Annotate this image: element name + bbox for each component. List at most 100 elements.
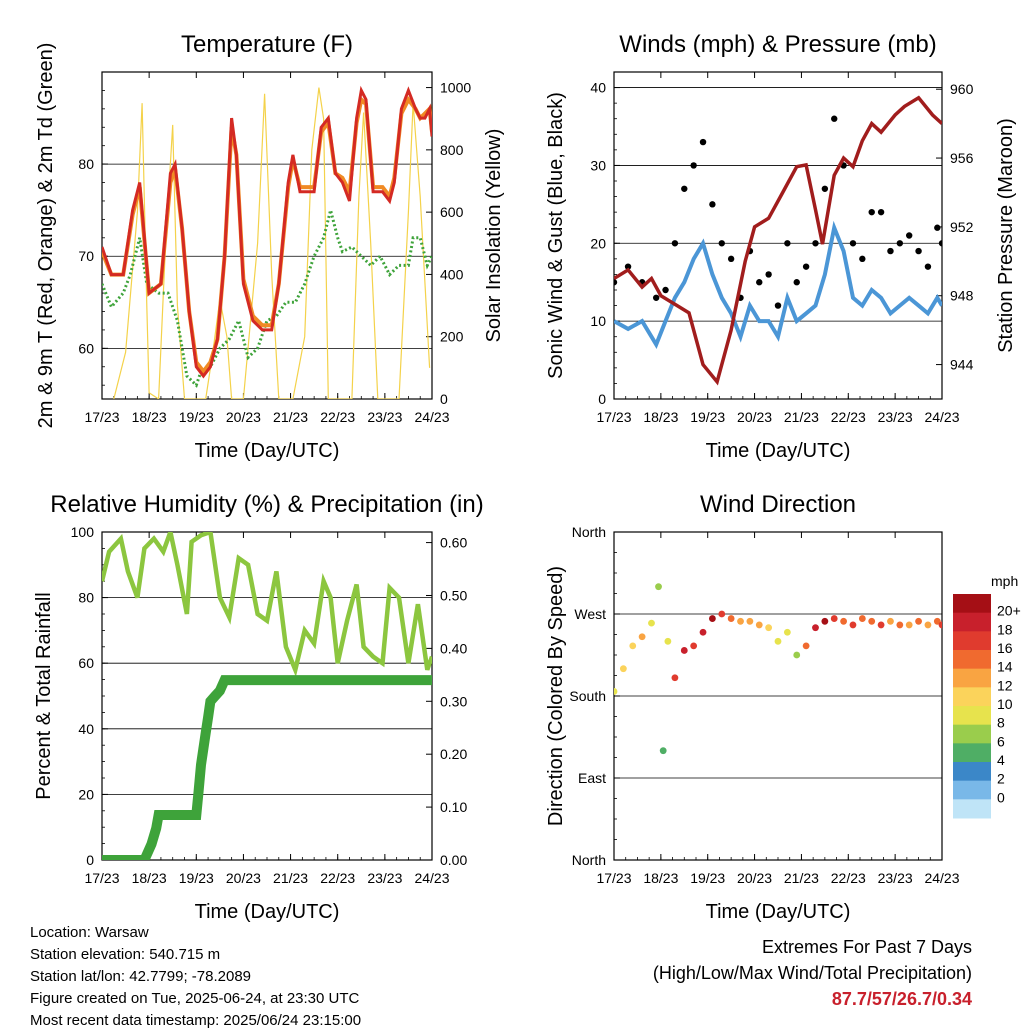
- direction-point: [802, 642, 810, 650]
- chart-panel-3: Relative Humidity (%) & Precipitation (i…: [33, 491, 484, 923]
- direction-point: [664, 637, 672, 645]
- colorbar-title: mph: [991, 573, 1018, 589]
- direction-point: [690, 642, 698, 650]
- y-right-tick-label: 948: [950, 288, 974, 304]
- colorbar-label: 16: [997, 640, 1013, 656]
- y-right-tick-label: 0.40: [440, 640, 467, 656]
- chart-title: Wind Direction: [700, 491, 856, 518]
- gust-point: [690, 162, 697, 169]
- x-tick-label: 24/23: [924, 870, 959, 886]
- direction-point: [938, 621, 942, 629]
- y-tick-label: South: [569, 688, 606, 704]
- gust-point: [614, 279, 618, 286]
- y-tick-label: 70: [78, 248, 94, 264]
- y-tick-label: 0: [86, 852, 94, 868]
- x-tick-label: 19/23: [179, 870, 214, 886]
- gust-point: [784, 240, 791, 247]
- x-tick-label: 21/23: [273, 870, 308, 886]
- y-tick-label: 80: [78, 590, 94, 606]
- y-tick-label: North: [572, 852, 606, 868]
- x-tick-label: 19/23: [690, 409, 725, 425]
- gust-point: [915, 247, 922, 255]
- gust-point: [887, 247, 894, 255]
- colorbar-label: 20+: [997, 603, 1021, 619]
- x-tick-label: 18/23: [643, 870, 678, 886]
- chart-title: Relative Humidity (%) & Precipitation (i…: [50, 491, 483, 518]
- y-right-tick-label: 956: [950, 150, 974, 166]
- x-axis-label: Time (Day/UTC): [706, 440, 851, 462]
- x-tick-label: 17/23: [84, 409, 119, 425]
- y-tick-label: East: [578, 770, 606, 786]
- direction-point: [765, 624, 773, 632]
- direction-point: [655, 583, 662, 591]
- y-right-tick-label: 1000: [440, 80, 471, 96]
- y-right-tick-label: 400: [440, 266, 464, 282]
- direction-point: [830, 615, 838, 622]
- direction-point: [629, 642, 637, 650]
- x-tick-label: 20/23: [226, 409, 261, 425]
- plot-area: [102, 85, 432, 399]
- colorbar-swatch: [953, 743, 991, 763]
- plot-frame: [101, 531, 433, 861]
- x-tick-label: 17/23: [596, 870, 631, 886]
- direction-point: [887, 617, 894, 625]
- gust-point: [906, 232, 913, 239]
- direction-point: [727, 615, 735, 622]
- plot-frame: [613, 71, 943, 400]
- y-right-tick-label: 0.50: [440, 587, 467, 603]
- direction-point: [840, 617, 847, 625]
- colorbar-swatch: [953, 724, 991, 744]
- x-tick-label: 20/23: [226, 870, 261, 886]
- direction-point: [793, 651, 801, 659]
- gust-point: [652, 294, 660, 301]
- colorbar-label: 8: [997, 715, 1005, 731]
- y-axis-label: Sonic Wind & Gust (Blue, Black): [545, 92, 567, 379]
- y-right-tick-label: 0.20: [440, 746, 467, 762]
- gust-point: [727, 255, 735, 263]
- colorbar-swatch: [953, 762, 991, 782]
- series-2m-temperature: [102, 85, 432, 379]
- y-tick-label: 30: [590, 157, 606, 173]
- direction-point: [915, 617, 922, 625]
- colorbar-label: 12: [997, 677, 1013, 693]
- series-sonic-wind: [614, 220, 942, 349]
- gust-point: [849, 240, 857, 247]
- y-tick-label: 80: [78, 156, 94, 172]
- direction-point: [924, 621, 932, 629]
- gust-point: [896, 240, 904, 247]
- colorbar-label: 2: [997, 771, 1005, 787]
- x-tick-label: 17/23: [596, 409, 631, 425]
- y-right-tick-label: 600: [440, 204, 464, 220]
- x-tick-label: 21/23: [784, 870, 819, 886]
- x-tick-label: 23/23: [878, 870, 913, 886]
- direction-point: [821, 617, 829, 625]
- y-tick-label: North: [572, 524, 606, 540]
- x-axis-label: Time (Day/UTC): [195, 440, 340, 462]
- direction-point: [718, 610, 726, 618]
- x-tick-label: 24/23: [924, 409, 959, 425]
- x-axis-label: Time (Day/UTC): [195, 901, 340, 923]
- direction-point: [619, 665, 627, 673]
- colorbar-label: 4: [997, 752, 1005, 768]
- y-tick-label: 40: [590, 80, 606, 96]
- y-axis-label: 2m & 9m T (Red, Orange) & 2m Td (Green): [35, 43, 57, 429]
- chart-title: Winds (mph) & Pressure (mb): [619, 31, 936, 58]
- gust-point: [699, 138, 707, 146]
- series-solar-insolation: [113, 87, 431, 399]
- y-right-tick-label: 0.60: [440, 535, 467, 551]
- data-timestamp: Most recent data timestamp: 2025/06/24 2…: [30, 1012, 362, 1029]
- extremes-panel: Extremes For Past 7 Days (High/Low/Max W…: [653, 934, 972, 1012]
- x-tick-label: 19/23: [179, 409, 214, 425]
- direction-point: [858, 615, 866, 622]
- gust-point: [774, 302, 782, 309]
- x-tick-label: 17/23: [84, 870, 119, 886]
- direction-point: [699, 628, 707, 636]
- x-tick-label: 24/23: [414, 870, 449, 886]
- y-right-tick-label: 960: [950, 81, 974, 97]
- station-info: Location: Warsaw Station elevation: 540.…: [30, 922, 361, 1032]
- colorbar-swatch: [953, 799, 991, 819]
- extremes-title: Extremes For Past 7 Days: [761, 937, 972, 957]
- station-elevation: Station elevation: 540.715 m: [30, 946, 221, 963]
- direction-point: [755, 621, 763, 629]
- direction-point: [933, 617, 941, 625]
